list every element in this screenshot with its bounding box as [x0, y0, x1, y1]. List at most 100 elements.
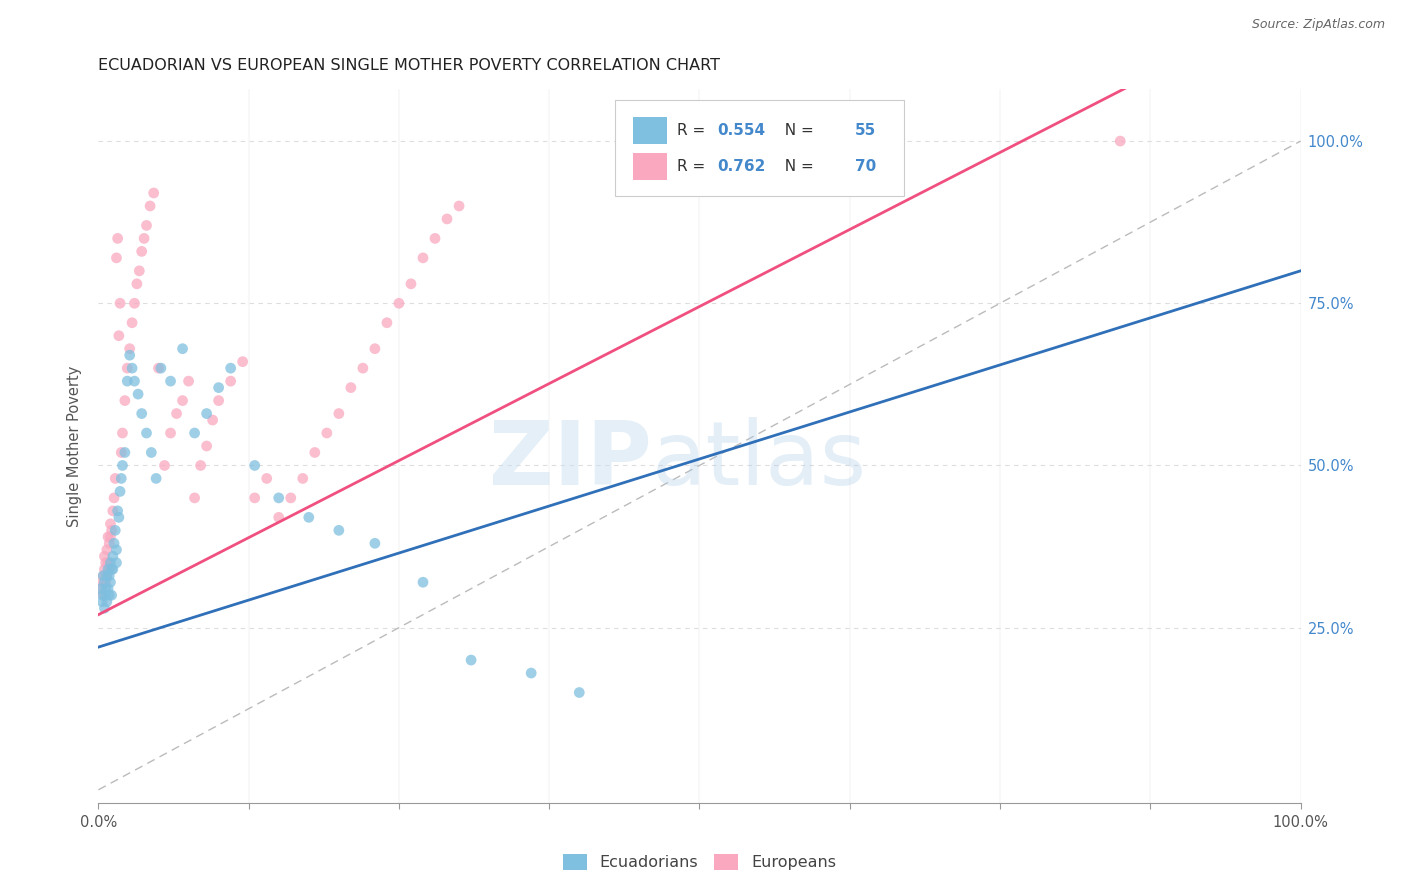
Point	[90, 582, 112, 596]
Point	[436, 211, 458, 226]
Point	[243, 491, 266, 505]
Point	[388, 296, 411, 310]
Point	[105, 556, 128, 570]
Point	[177, 374, 200, 388]
Point	[399, 277, 422, 291]
Point	[520, 666, 543, 681]
Point	[101, 504, 124, 518]
Point	[298, 510, 321, 524]
Point	[96, 568, 118, 582]
Point	[166, 407, 188, 421]
Point	[110, 471, 132, 485]
Point	[145, 471, 167, 485]
Legend: Ecuadorians, Europeans: Ecuadorians, Europeans	[557, 847, 842, 877]
Point	[100, 530, 122, 544]
Text: N =: N =	[775, 159, 818, 174]
Point	[267, 491, 290, 505]
Point	[104, 524, 127, 538]
Point	[159, 425, 181, 440]
Point	[364, 342, 387, 356]
Point	[328, 524, 350, 538]
Text: R =: R =	[676, 159, 710, 174]
Point	[110, 445, 132, 459]
Point	[141, 445, 163, 459]
Point	[91, 568, 114, 582]
Point	[280, 491, 302, 505]
Text: R =: R =	[676, 123, 710, 138]
Point	[114, 393, 136, 408]
Point	[103, 491, 125, 505]
Point	[172, 393, 194, 408]
Point	[96, 595, 118, 609]
Point	[104, 471, 127, 485]
Point	[94, 556, 117, 570]
Point	[93, 549, 115, 564]
Point	[460, 653, 482, 667]
Point	[91, 588, 114, 602]
Point	[100, 524, 122, 538]
Point	[107, 504, 129, 518]
Point	[98, 536, 121, 550]
Point	[124, 296, 146, 310]
Point	[256, 471, 278, 485]
Text: atlas: atlas	[651, 417, 866, 504]
FancyBboxPatch shape	[616, 100, 904, 196]
Point	[101, 562, 124, 576]
Text: ECUADORIAN VS EUROPEAN SINGLE MOTHER POVERTY CORRELATION CHART: ECUADORIAN VS EUROPEAN SINGLE MOTHER POV…	[98, 58, 720, 73]
Text: Source: ZipAtlas.com: Source: ZipAtlas.com	[1251, 18, 1385, 31]
Point	[101, 549, 124, 564]
Point	[291, 471, 314, 485]
Point	[131, 244, 153, 259]
Point	[195, 407, 218, 421]
Point	[423, 231, 446, 245]
Point	[117, 361, 139, 376]
Y-axis label: Single Mother Poverty: Single Mother Poverty	[67, 366, 83, 526]
Point	[375, 316, 398, 330]
Point	[94, 582, 117, 596]
Text: ZIP: ZIP	[489, 417, 651, 504]
Bar	[633, 153, 666, 180]
Point	[94, 588, 117, 602]
Point	[91, 595, 114, 609]
Point	[97, 582, 120, 596]
Point	[93, 562, 115, 576]
Point	[149, 361, 172, 376]
Point	[96, 542, 118, 557]
Point	[364, 536, 387, 550]
Point	[98, 588, 121, 602]
Point	[131, 407, 153, 421]
Point	[219, 361, 242, 376]
Point	[315, 425, 337, 440]
Point	[304, 445, 326, 459]
Point	[100, 562, 122, 576]
Point	[208, 381, 231, 395]
Point	[190, 458, 212, 473]
Point	[107, 231, 129, 245]
Point	[108, 510, 131, 524]
Point	[243, 458, 266, 473]
Point	[412, 251, 434, 265]
Point	[183, 491, 205, 505]
Point	[135, 219, 157, 233]
Point	[97, 556, 120, 570]
Point	[97, 530, 120, 544]
Point	[100, 556, 122, 570]
Text: 70: 70	[855, 159, 876, 174]
Point	[132, 231, 155, 245]
Point	[94, 575, 117, 590]
Point	[98, 568, 121, 582]
Point	[139, 199, 162, 213]
Point	[91, 588, 114, 602]
Point	[114, 445, 136, 459]
Point	[340, 381, 363, 395]
Point	[121, 316, 143, 330]
Point	[93, 575, 115, 590]
Point	[100, 588, 122, 602]
Point	[153, 458, 176, 473]
Point	[117, 374, 139, 388]
Point	[135, 425, 157, 440]
Point	[447, 199, 470, 213]
Point	[98, 562, 121, 576]
Bar	[633, 117, 666, 145]
Text: 0.762: 0.762	[717, 159, 766, 174]
